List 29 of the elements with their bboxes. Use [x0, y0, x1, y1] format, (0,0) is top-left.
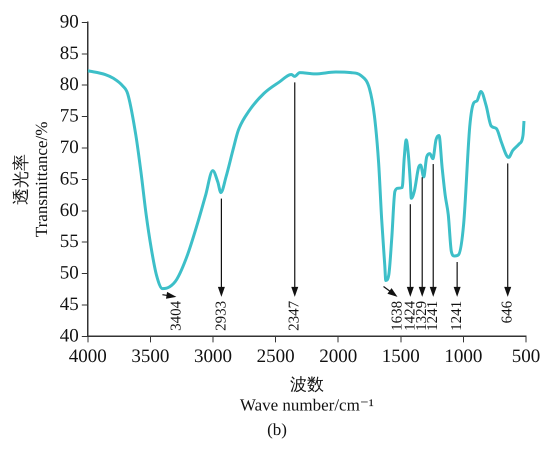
annotation: 1638: [389, 300, 406, 331]
y-tick-label: 80: [60, 74, 79, 96]
x-tick-label: 1500: [382, 346, 420, 367]
y-tick-label: 90: [60, 11, 79, 32]
annotation: 3404: [168, 300, 184, 331]
x-tick-label: 2000: [319, 346, 358, 367]
y-tick-label: 70: [60, 136, 79, 158]
text: (b): [266, 420, 288, 440]
annotation: 2347: [286, 300, 303, 331]
y-tick-label: 45: [60, 294, 79, 315]
annotation: 646: [500, 300, 516, 324]
y-tick-label: 40: [60, 325, 79, 346]
x-tick-label: 3000: [194, 346, 232, 367]
annotation: 2933: [213, 300, 230, 331]
x-tick-label: 3500: [131, 346, 170, 367]
y-tick-label: 85: [60, 42, 79, 64]
y-tick-label: 55: [60, 231, 79, 252]
x-tick-label: 2500: [256, 346, 295, 367]
x-tick-label: 4000: [68, 346, 107, 367]
y-axis-title: 透光率 Transmittance/%: [12, 122, 52, 238]
y-tick-label: 75: [60, 106, 79, 127]
annotation: 1241: [449, 300, 466, 331]
y-tick-label: 60: [60, 200, 79, 221]
x-tick-label: 500: [512, 346, 540, 367]
x-axis-title: 波数 Wave number/cm⁻¹: [240, 374, 374, 414]
line-series: [88, 69, 526, 290]
y-tick-label: 65: [60, 168, 79, 190]
x-tick-label: 1000: [444, 346, 482, 367]
y-tick-label: 50: [60, 262, 79, 284]
